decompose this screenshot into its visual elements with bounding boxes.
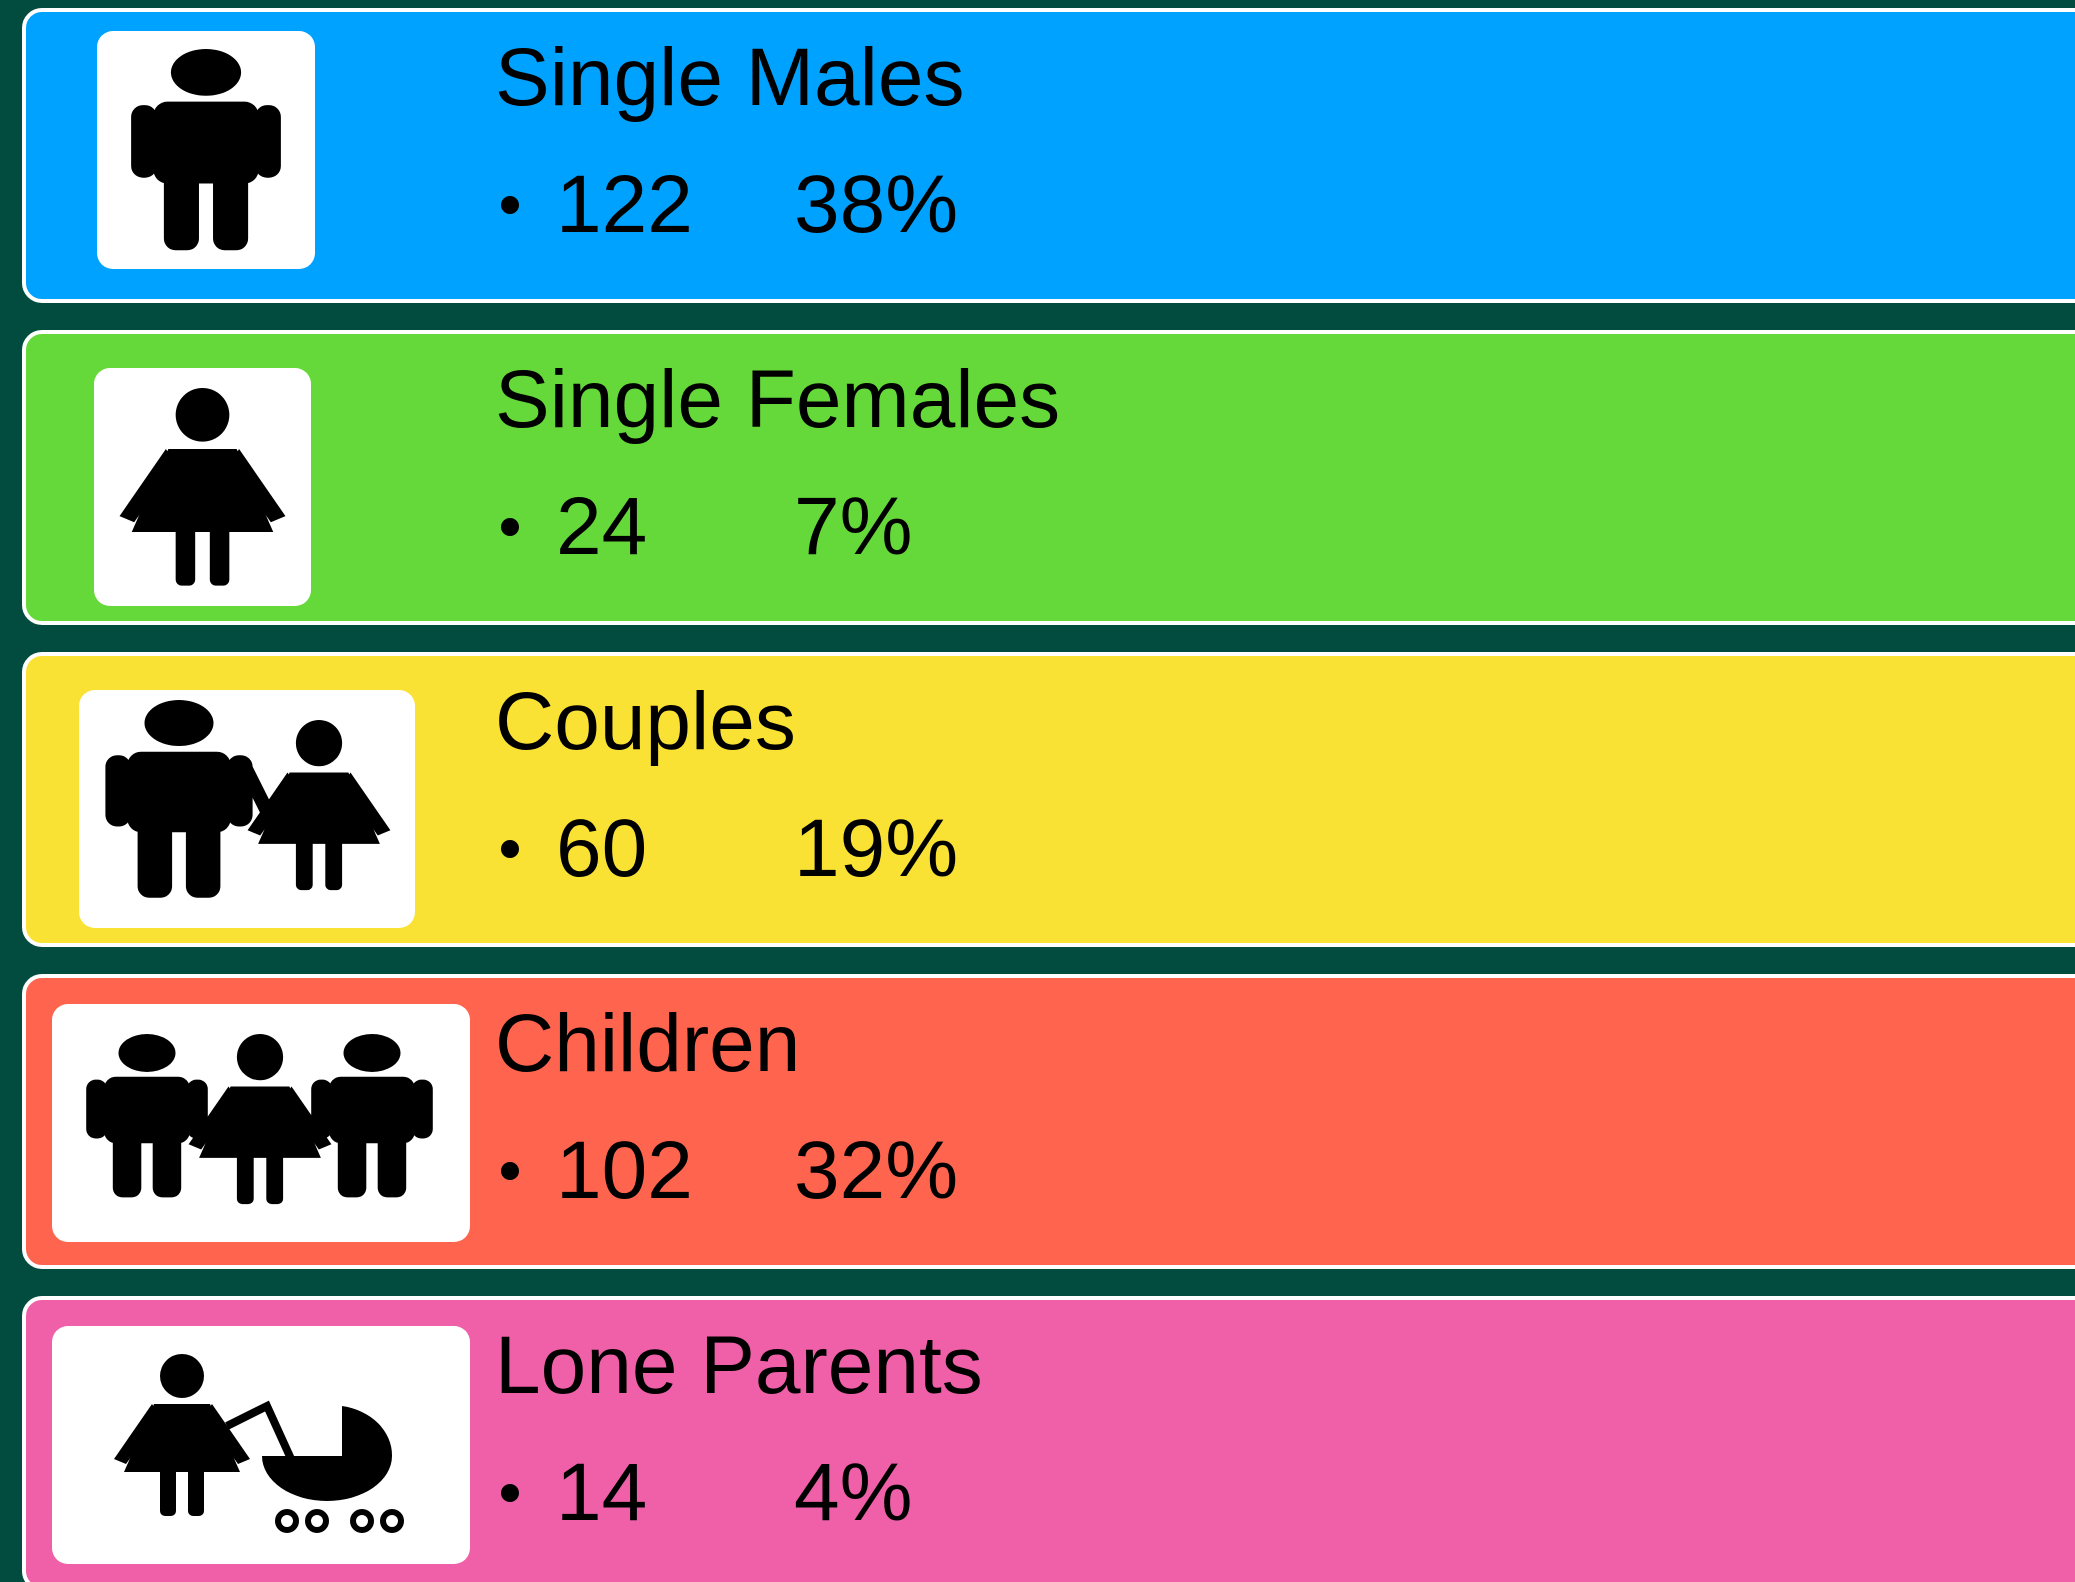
category-count: 60 [556, 803, 647, 894]
head [236, 1034, 284, 1081]
category-percent: 7% [794, 481, 913, 572]
icon-box [52, 1326, 470, 1564]
leg [377, 1129, 407, 1198]
category-label: Couples [495, 676, 796, 767]
category-count: 102 [556, 1125, 693, 1216]
head [343, 1034, 401, 1072]
icon [86, 1034, 433, 1205]
category-label: Children [495, 998, 800, 1089]
bullet [501, 1484, 519, 1502]
category-percent: 38% [794, 159, 958, 250]
leg [112, 1129, 142, 1198]
leg [209, 524, 230, 586]
arms [114, 1404, 250, 1464]
wheel [275, 1509, 299, 1533]
arms [188, 1086, 332, 1150]
category-row: Lone Parents 14 4% [22, 1296, 2075, 1582]
arm [86, 1079, 108, 1139]
row-panel [22, 330, 2075, 625]
leg [337, 1129, 367, 1198]
pram-handle [225, 1400, 296, 1463]
arm [105, 755, 131, 827]
wheel [305, 1509, 329, 1533]
head [295, 720, 343, 767]
leg [188, 1466, 204, 1516]
torso [104, 1076, 190, 1144]
bullet [501, 196, 519, 214]
icon [105, 700, 391, 898]
wheel [350, 1509, 374, 1533]
leg [163, 166, 199, 251]
arm [186, 1079, 208, 1139]
category-count: 14 [556, 1447, 647, 1538]
row-panel [22, 974, 2075, 1269]
category-row: Children 102 32% [22, 974, 2075, 1269]
leg [175, 524, 196, 586]
leg [152, 1129, 182, 1198]
arm [255, 105, 281, 178]
leg [295, 837, 313, 891]
category-row: Single Males 122 38% [22, 8, 2075, 303]
category-row: Couples 60 19% [22, 652, 2075, 947]
icon [131, 49, 281, 251]
icon [119, 388, 286, 586]
leg [185, 815, 221, 898]
torso [329, 1076, 415, 1144]
bullet [501, 518, 519, 536]
row-panel [22, 8, 2075, 303]
head [118, 1034, 176, 1072]
category-count: 122 [556, 159, 693, 250]
leg [213, 166, 249, 251]
head [175, 388, 230, 442]
head [144, 700, 214, 746]
torso [153, 101, 259, 184]
leg [160, 1466, 176, 1516]
arm [411, 1079, 433, 1139]
bullet [501, 840, 519, 858]
pram [262, 1406, 393, 1501]
arms [119, 449, 286, 523]
category-percent: 19% [794, 803, 958, 894]
category-label: Single Males [495, 32, 964, 123]
leg [325, 837, 343, 891]
torso [127, 751, 231, 833]
category-label: Lone Parents [495, 1320, 983, 1411]
category-label: Single Females [495, 354, 1060, 445]
bullet [501, 1162, 519, 1180]
leg [137, 815, 173, 898]
category-percent: 32% [794, 1125, 958, 1216]
leg [236, 1151, 254, 1205]
leg [266, 1151, 284, 1205]
arm [131, 105, 157, 178]
arms [247, 772, 391, 836]
wheel [380, 1509, 404, 1533]
head [160, 1354, 204, 1398]
held-hands [237, 758, 281, 832]
head [170, 49, 242, 96]
row-panel [22, 652, 2075, 947]
category-row: Single Females 24 7% [22, 330, 2075, 625]
arm [311, 1079, 333, 1139]
row-panel [22, 1296, 2075, 1582]
category-percent: 4% [794, 1447, 913, 1538]
icon [114, 1354, 404, 1533]
category-count: 24 [556, 481, 647, 572]
